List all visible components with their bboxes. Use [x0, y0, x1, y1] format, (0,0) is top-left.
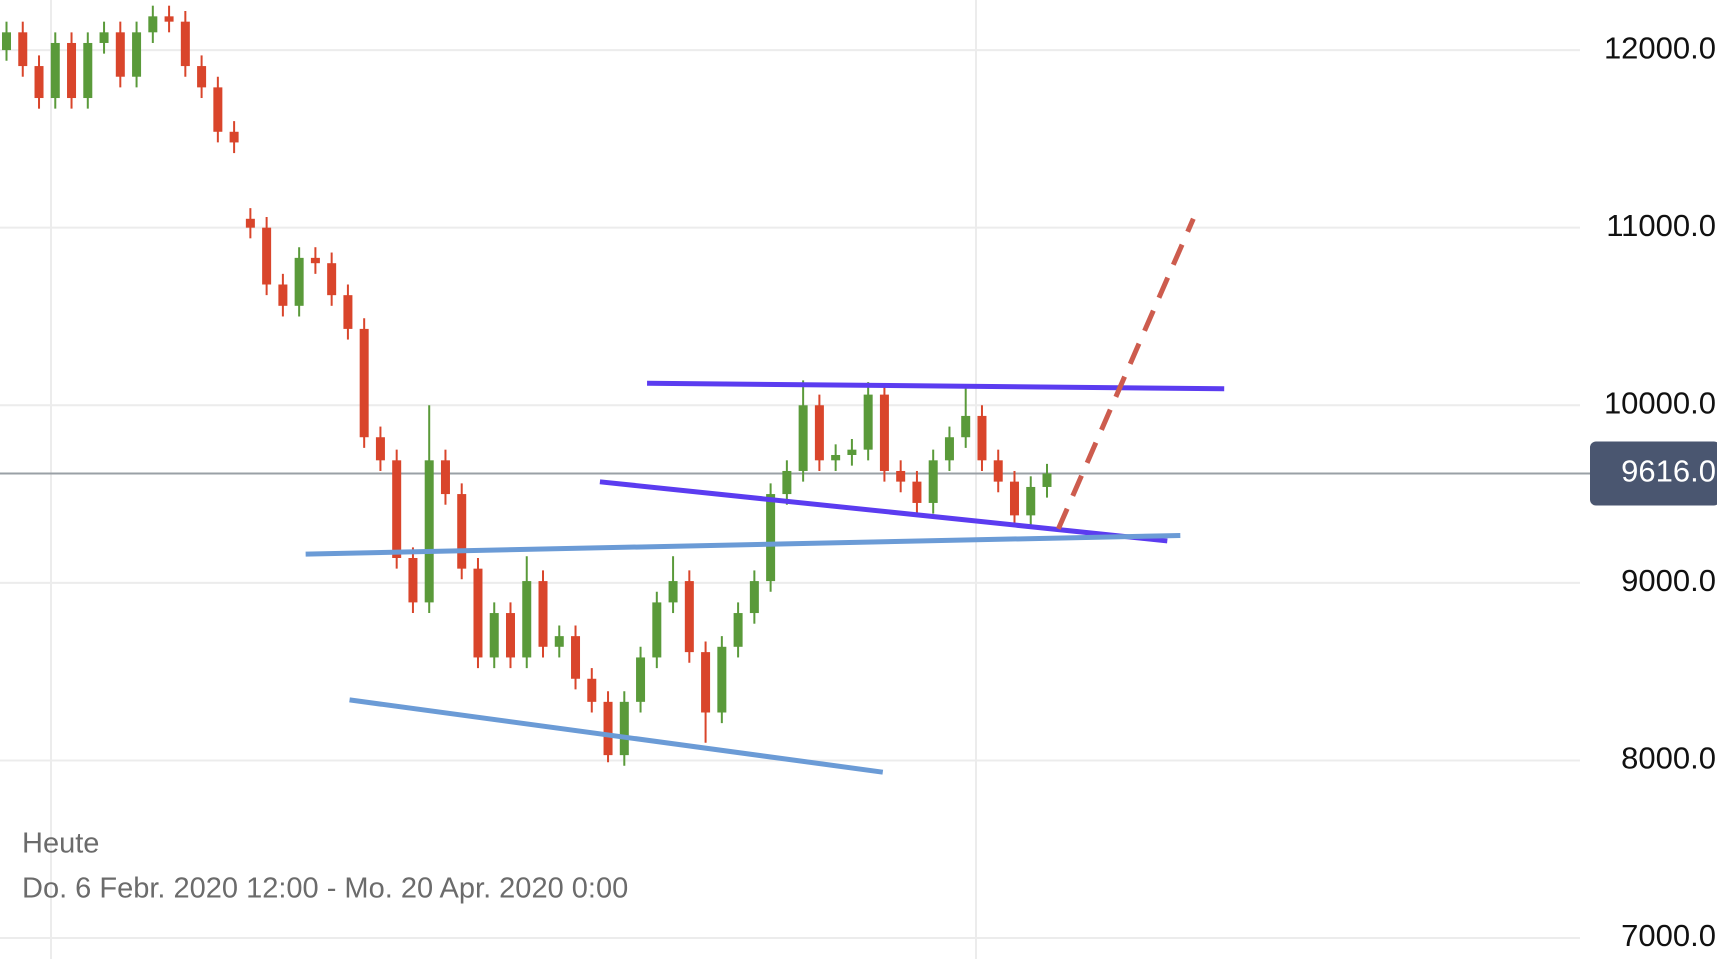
candle-body: [1009, 481, 1019, 516]
date-range: Do. 6 Febr. 2020 12:00 - Mo. 20 Apr. 202…: [22, 873, 628, 905]
candle-body: [67, 42, 77, 99]
candle-body: [668, 581, 678, 603]
candle-body: [245, 218, 255, 228]
candle-body: [831, 454, 841, 461]
y-tick-label: 11000.0: [1606, 208, 1716, 243]
candle-body: [34, 66, 44, 99]
candle-body: [180, 21, 190, 67]
candle-body: [863, 394, 873, 450]
candle-body: [733, 613, 743, 647]
candle-body: [489, 613, 499, 658]
trend-line: [647, 380, 1225, 392]
candle-body: [99, 32, 109, 43]
candle-body: [652, 602, 662, 658]
candle-body: [684, 581, 694, 653]
candle-body: [701, 652, 711, 713]
candle-body: [473, 568, 483, 658]
candle-body: [538, 581, 548, 647]
candle-body: [879, 394, 889, 471]
candle-body: [847, 449, 857, 455]
candle-body: [587, 678, 597, 702]
candle-body: [83, 42, 93, 99]
y-tick-label: 9000.0: [1621, 563, 1716, 598]
candle-body: [571, 636, 581, 679]
trend-line: [349, 697, 884, 775]
candle-body: [457, 494, 467, 569]
candle-body: [961, 415, 971, 438]
candle-body: [912, 481, 922, 503]
candle-body: [132, 32, 142, 77]
trend-line: [305, 532, 1181, 557]
y-tick-label: 10000.0: [1604, 385, 1716, 420]
candle-body: [278, 284, 288, 306]
candle-body: [50, 42, 60, 99]
trend-line: [1056, 217, 1196, 530]
candle-body: [1042, 473, 1052, 487]
candle-body: [229, 131, 239, 143]
candle-body: [392, 460, 402, 558]
candle-body: [505, 613, 515, 658]
candle-body: [782, 470, 792, 495]
y-tick-label: 7000.0: [1621, 918, 1716, 953]
candle-body: [408, 557, 418, 603]
candle-body: [749, 581, 759, 614]
candle-body: [197, 66, 207, 88]
candle-body: [294, 257, 304, 306]
candle-body: [213, 87, 223, 132]
candle-body: [115, 32, 125, 77]
candle-body: [636, 657, 646, 702]
candle-body: [928, 460, 938, 503]
candle-body: [164, 16, 174, 22]
candle-body: [327, 263, 337, 296]
caption: Heute: [22, 828, 99, 860]
candle-body: [18, 32, 28, 67]
candle-body: [766, 494, 776, 582]
candle-body: [717, 646, 727, 713]
last-price-badge: [1590, 441, 1717, 506]
candle-body: [148, 16, 158, 33]
candle-body: [310, 257, 320, 264]
trend-line: [599, 479, 1168, 544]
candle-body: [440, 460, 450, 495]
candle-body: [798, 405, 808, 471]
candle-body: [993, 460, 1003, 482]
candle-body: [522, 581, 532, 658]
candle-body: [554, 636, 564, 647]
candle-body: [2, 32, 12, 51]
candle-body: [603, 701, 613, 756]
candle-body: [375, 437, 385, 461]
last-price-label: 9616.0: [1621, 454, 1716, 489]
candle-body: [262, 227, 272, 285]
candle-body: [896, 470, 906, 482]
candle-body: [1026, 486, 1036, 516]
candle-body: [619, 701, 629, 756]
candle-body: [977, 415, 987, 461]
y-tick-label: 8000.0: [1621, 741, 1716, 776]
candle-body: [814, 405, 824, 461]
candle-body: [343, 295, 353, 329]
candle-body: [359, 328, 369, 438]
candle-body: [424, 460, 434, 603]
candle-body: [944, 437, 954, 461]
y-tick-label: 12000.0: [1604, 30, 1716, 65]
